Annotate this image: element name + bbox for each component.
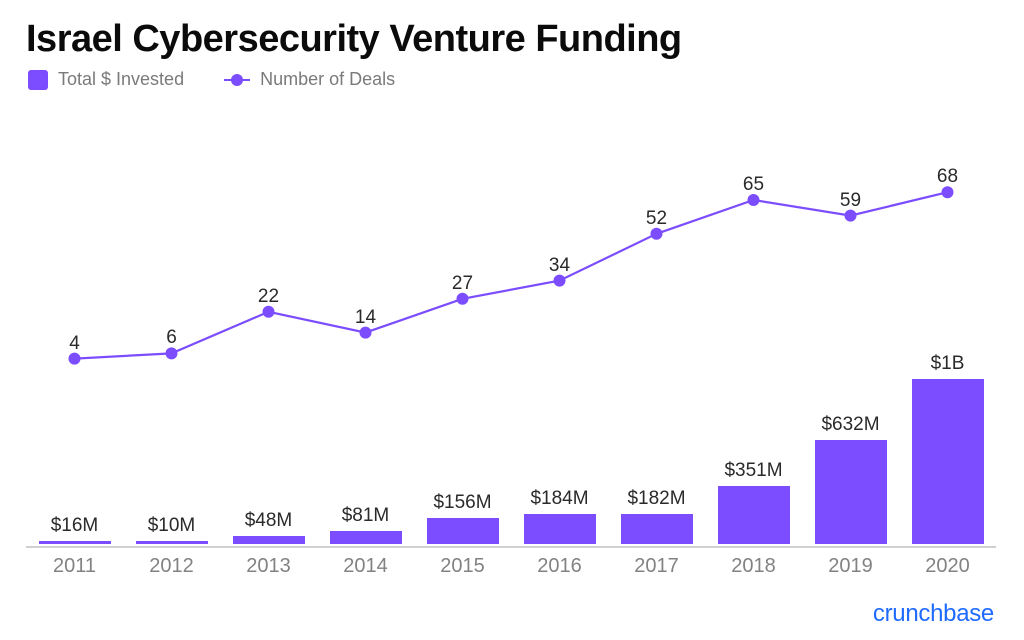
x-axis-label: 2020 [899,546,996,584]
bar [233,536,305,544]
bar-wrap: $10M [123,515,220,544]
deal-count-label: 14 [346,307,386,329]
deal-count-label: 6 [152,327,192,349]
deal-count-label: 65 [734,174,774,196]
bar-value-label: $351M [724,460,782,482]
bar-value-label: $1B [931,353,965,375]
bar [136,541,208,544]
legend: Total $ Invested Number of Deals [28,69,998,90]
x-axis-label: 2016 [511,546,608,584]
bar-wrap: $351M [705,460,802,544]
chart-column: $48M 2013 [220,114,317,584]
bar [912,379,984,544]
bar-value-label: $156M [433,492,491,514]
x-axis-label: 2018 [705,546,802,584]
bar-wrap: $632M [802,414,899,544]
bar [621,514,693,544]
bar-wrap: $16M [26,515,123,544]
line-swatch [224,73,250,87]
bar-value-label: $182M [627,488,685,510]
x-axis-label: 2011 [26,546,123,584]
x-axis-label: 2015 [414,546,511,584]
x-axis-label: 2019 [802,546,899,584]
deal-count-label: 52 [637,208,677,230]
chart-column: $182M 2017 [608,114,705,584]
legend-bar-label: Total $ Invested [58,69,184,90]
bar [427,518,499,544]
bar-value-label: $184M [530,488,588,510]
bar [39,541,111,544]
bar-wrap: $1B [899,353,996,544]
bar-wrap: $156M [414,492,511,544]
x-axis-label: 2017 [608,546,705,584]
x-axis-label: 2013 [220,546,317,584]
bar-wrap: $184M [511,488,608,544]
chart-column: $632M 2019 [802,114,899,584]
bar-wrap: $182M [608,488,705,544]
bar [330,531,402,544]
deal-count-label: 27 [443,273,483,295]
deal-count-label: 59 [831,190,871,212]
x-axis-label: 2014 [317,546,414,584]
brand-logo: crunchbase [873,600,994,628]
bar-swatch [28,70,48,90]
bar-value-label: $16M [51,515,99,537]
bar-value-label: $48M [245,510,293,532]
bar-wrap: $81M [317,505,414,544]
deal-count-label: 34 [540,255,580,277]
legend-item-bar: Total $ Invested [28,69,184,90]
bar-value-label: $10M [148,515,196,537]
chart-area: $16M 2011 4 $10M 2012 6 $48M 2013 22 $81M 2014 14 $1… [26,114,996,584]
bar [524,514,596,544]
chart-column: $81M 2014 [317,114,414,584]
chart-column: $184M 2016 [511,114,608,584]
deal-count-label: 22 [249,286,289,308]
legend-line-label: Number of Deals [260,69,395,90]
deal-count-label: 68 [928,166,968,188]
bar-wrap: $48M [220,510,317,544]
bar [718,486,790,544]
chart-title: Israel Cybersecurity Venture Funding [26,18,998,61]
bar [815,440,887,544]
x-axis-label: 2012 [123,546,220,584]
bar-value-label: $81M [342,505,390,527]
chart-column: $156M 2015 [414,114,511,584]
deal-count-label: 4 [55,333,95,355]
bar-value-label: $632M [821,414,879,436]
legend-item-line: Number of Deals [224,69,395,90]
